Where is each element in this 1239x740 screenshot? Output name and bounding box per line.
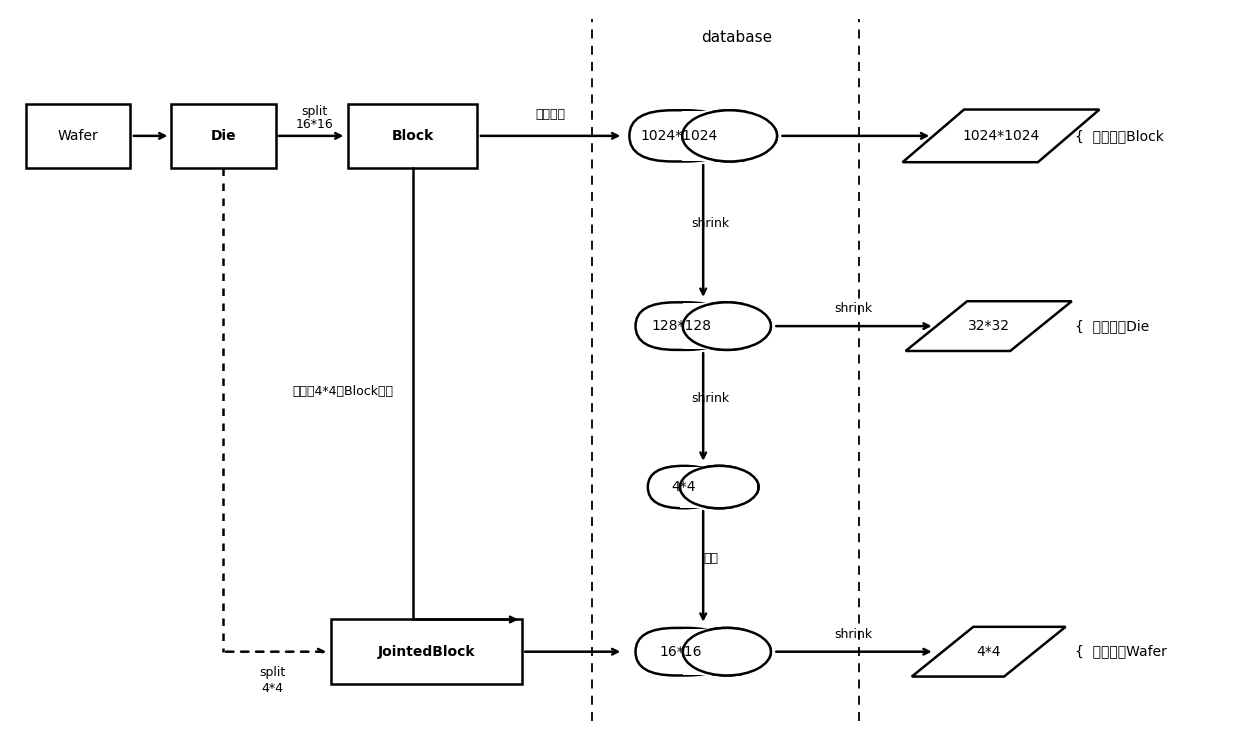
Text: Die: Die [211,129,237,143]
Text: shrink: shrink [691,392,730,405]
Text: split: split [259,666,285,679]
Text: 拼接: 拼接 [703,552,719,565]
FancyBboxPatch shape [171,104,275,168]
Text: shrink: shrink [834,302,872,315]
Text: 1024*1024: 1024*1024 [963,129,1040,143]
FancyBboxPatch shape [636,303,727,350]
Text: JointedBlock: JointedBlock [378,645,475,659]
Text: 4*4: 4*4 [672,480,696,494]
Text: 1024*1024: 1024*1024 [641,129,719,143]
Ellipse shape [683,303,771,350]
FancyBboxPatch shape [348,104,477,168]
Text: split: split [301,104,327,118]
Text: Block: Block [392,129,434,143]
Text: 128*128: 128*128 [652,319,711,333]
Text: 4*4: 4*4 [976,645,1001,659]
FancyBboxPatch shape [629,110,730,161]
Text: {  用于绘制Wafer: { 用于绘制Wafer [1075,645,1167,659]
FancyBboxPatch shape [648,466,720,508]
Bar [683,303,769,349]
FancyBboxPatch shape [331,619,522,684]
Bar [680,467,757,508]
FancyBboxPatch shape [26,104,130,168]
Text: shrink: shrink [691,217,730,229]
Text: 32*32: 32*32 [968,319,1010,333]
Text: 原始大小: 原始大小 [535,108,565,121]
Ellipse shape [680,466,758,508]
Polygon shape [906,301,1072,351]
Text: 4*4: 4*4 [261,682,284,696]
Bar [683,629,769,675]
Text: shrink: shrink [834,628,872,641]
Text: 相邻的4*4个Block拼接: 相邻的4*4个Block拼接 [292,386,393,398]
Ellipse shape [683,628,771,676]
Text: Wafer: Wafer [58,129,98,143]
Bar [683,111,776,161]
Text: 16*16: 16*16 [660,645,703,659]
Polygon shape [912,627,1066,676]
Text: database: database [701,30,772,45]
Ellipse shape [683,110,777,161]
Text: 16*16: 16*16 [295,118,333,131]
FancyBboxPatch shape [636,628,727,676]
Polygon shape [902,110,1099,162]
Text: {  用于绘制Block: { 用于绘制Block [1075,129,1163,143]
Text: {  用于绘制Die: { 用于绘制Die [1075,319,1149,333]
